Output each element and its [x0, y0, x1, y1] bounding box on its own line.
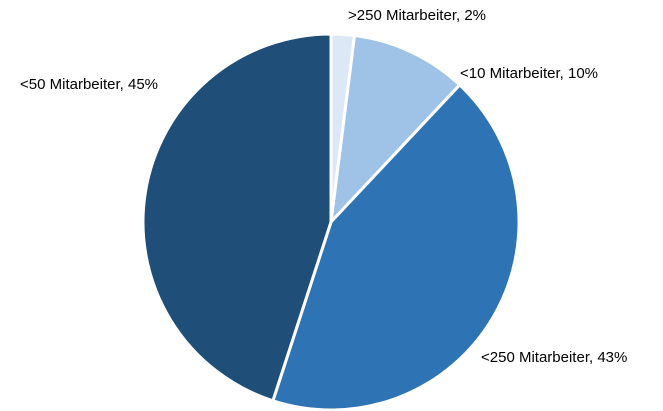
data-label-under-50: <50 Mitarbeiter, 45% [20, 76, 158, 93]
data-label-under-10: <10 Mitarbeiter, 10% [460, 65, 598, 82]
pie-data-labels: >250 Mitarbeiter, 2% <10 Mitarbeiter, 10… [20, 7, 627, 366]
slice-under-250 [271, 83, 521, 411]
slice-under-50 [141, 32, 333, 403]
slice-under-10 [329, 33, 462, 224]
pie-slices [141, 32, 521, 411]
data-label-over-250: >250 Mitarbeiter, 2% [348, 7, 486, 24]
data-label-under-250: <250 Mitarbeiter, 43% [481, 349, 627, 366]
